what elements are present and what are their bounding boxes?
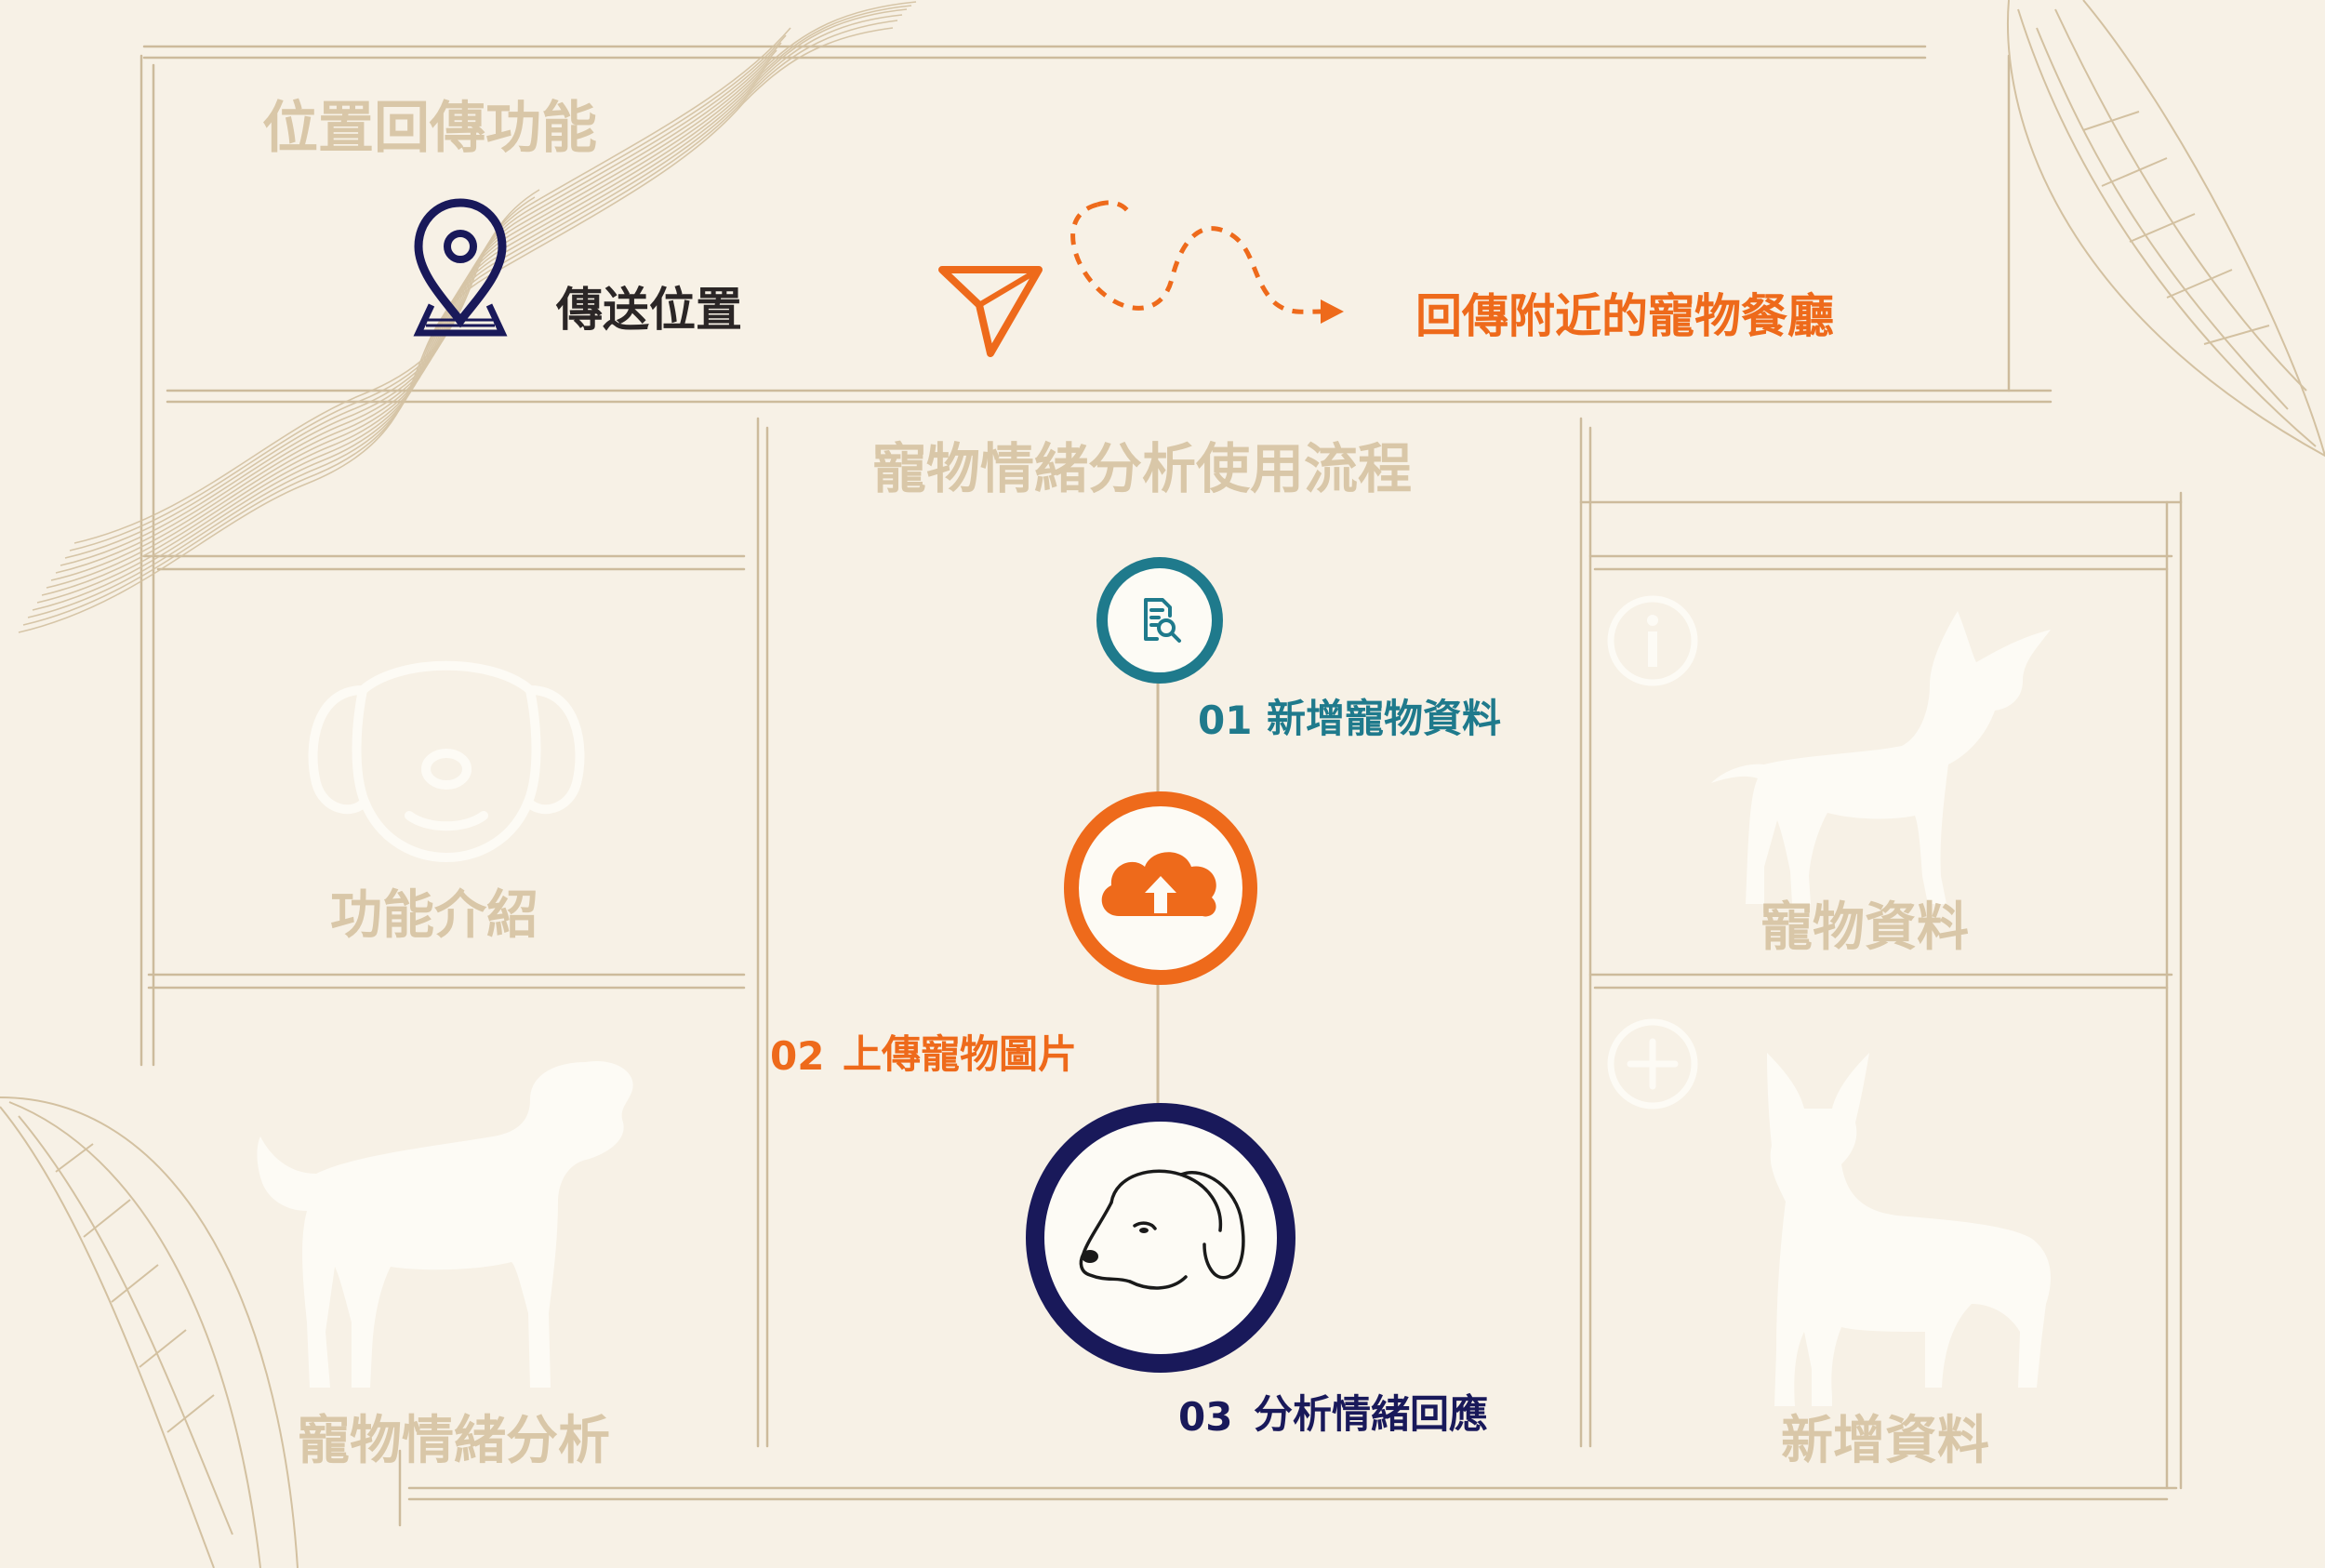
step-01-number: 01	[1198, 698, 1253, 743]
paper-plane-icon	[938, 266, 1043, 357]
dog-face-outline-icon	[308, 660, 585, 863]
emotion-analysis-label: 寵物情緒分析	[298, 1411, 610, 1471]
send-location-button[interactable]: 傳送位置	[391, 195, 781, 344]
feature-intro-label: 功能介紹	[330, 885, 538, 946]
dog-silhouette-icon	[257, 1061, 633, 1388]
flow-section-title: 寵物情緒分析使用流程	[872, 437, 1413, 500]
pet-data-label: 寵物資料	[1760, 897, 1969, 958]
pet-data-button[interactable]: 寵物資料	[1595, 569, 2167, 975]
dog-face-icon	[1026, 1103, 1295, 1373]
plus-icon	[1607, 1018, 1698, 1110]
location-pin-icon	[413, 198, 508, 337]
send-location-label: 傳送位置	[556, 283, 742, 337]
nearby-restaurant-label: 回傳附近的寵物餐廳	[1415, 289, 1834, 343]
step-03-number: 03	[1178, 1394, 1233, 1440]
info-icon	[1607, 595, 1698, 686]
emotion-analysis-button[interactable]: 寵物情緒分析	[158, 988, 744, 1481]
location-section-title: 位置回傳功能	[262, 96, 597, 161]
step-02-number: 02	[770, 1033, 825, 1079]
doberman-silhouette-icon	[1767, 1053, 2051, 1406]
cloud-upload-icon	[1064, 791, 1257, 985]
document-search-icon	[1096, 557, 1223, 684]
step-01-label: 新增寵物資料	[1267, 696, 1502, 741]
chihuahua-silhouette-icon	[1711, 611, 2051, 904]
feature-intro-button[interactable]: 功能介紹	[158, 569, 744, 975]
add-data-button[interactable]: 新增資料	[1595, 988, 2167, 1481]
nearby-pet-restaurant-result[interactable]: 回傳附近的寵物餐廳	[1404, 284, 1925, 353]
step-03-label: 分析情緒回應	[1254, 1391, 1489, 1437]
dashed-route-arrow	[1070, 200, 1344, 324]
step-02-label: 上傳寵物圖片	[843, 1031, 1078, 1077]
add-data-label: 新增資料	[1781, 1411, 1989, 1471]
